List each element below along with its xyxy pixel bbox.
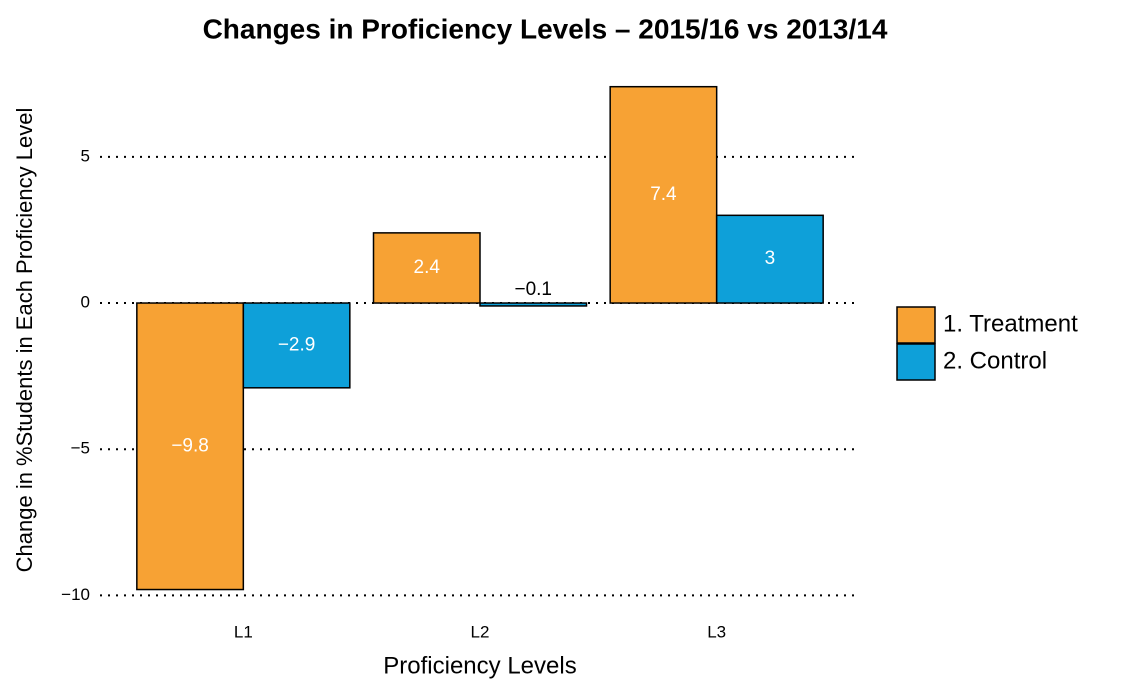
y-tick-label: 0 <box>81 293 90 312</box>
y-tick-label: −10 <box>61 585 90 604</box>
x-axis-title: Proficiency Levels <box>383 652 576 679</box>
bar <box>715 214 824 304</box>
chart-title: Changes in Proficiency Levels – 2015/16 … <box>203 13 888 44</box>
bar <box>242 302 351 389</box>
bar <box>479 302 588 307</box>
x-tick-label: L2 <box>471 622 490 641</box>
value-label: −9.8 <box>171 435 209 456</box>
bar <box>372 232 481 304</box>
x-tick-label: L3 <box>707 622 726 641</box>
y-tick-label: −5 <box>71 439 90 458</box>
legend-swatch <box>896 343 936 381</box>
value-label: −0.1 <box>514 279 552 300</box>
value-label: 2.4 <box>414 257 441 278</box>
legend-swatch <box>896 306 936 344</box>
bar <box>136 302 245 591</box>
legend-label: 2. Control <box>943 347 1047 374</box>
value-label: 3 <box>765 248 776 269</box>
y-axis-title: Change in %Students in Each Proficiency … <box>12 108 37 573</box>
legend-label: 1. Treatment <box>943 310 1078 337</box>
value-label: 7.4 <box>650 184 677 205</box>
y-tick-label: 5 <box>81 146 90 165</box>
bar <box>609 85 718 304</box>
value-label: −2.9 <box>278 334 316 355</box>
x-tick-label: L1 <box>234 622 253 641</box>
